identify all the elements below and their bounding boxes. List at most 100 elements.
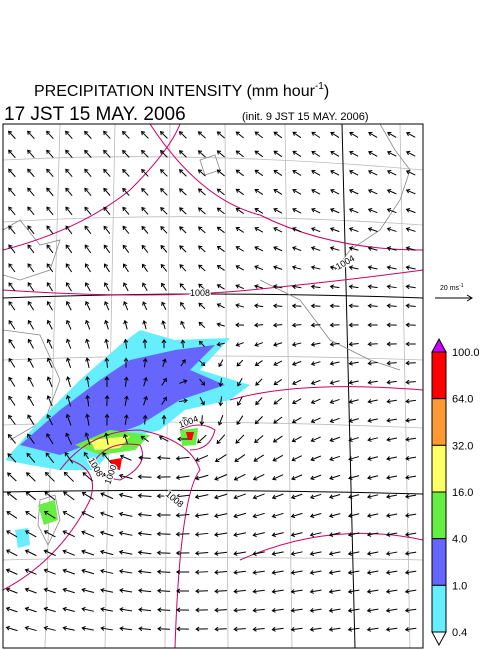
wind-vector	[252, 493, 265, 500]
wind-vector	[252, 570, 265, 575]
wind-vector	[310, 303, 321, 309]
wind-vector	[310, 398, 321, 405]
wind-vector	[27, 319, 35, 330]
wind-vector	[160, 263, 168, 272]
isobar-label: 1000	[102, 463, 118, 485]
wind-vector	[195, 626, 208, 632]
wind-vector	[290, 570, 303, 575]
wind-vector	[255, 378, 263, 386]
wind-vector	[272, 435, 283, 443]
wind-vector	[386, 265, 397, 270]
wind-vector	[65, 206, 73, 216]
graticule	[3, 124, 423, 648]
wind-vector	[367, 360, 378, 366]
wind-vector	[366, 513, 379, 518]
wind-vector	[84, 225, 92, 235]
wind-vector	[62, 587, 75, 594]
wind-vector	[62, 530, 75, 538]
wind-vector	[65, 338, 72, 349]
wind-vector	[348, 284, 359, 290]
wind-vector	[26, 452, 36, 463]
wind-vector	[405, 322, 416, 328]
wind-vector	[141, 225, 149, 234]
wind-vector	[8, 320, 16, 330]
wind-vector	[385, 627, 398, 632]
wind-vector	[141, 187, 149, 196]
wind-vector	[103, 149, 111, 158]
valid-time: 17 JST 15 MAY. 2006	[4, 104, 186, 125]
wind-vector	[199, 397, 205, 406]
wind-vector	[156, 474, 171, 480]
wind-vector	[81, 549, 95, 556]
wind-vector	[142, 357, 148, 368]
wind-vector	[405, 227, 416, 232]
wind-vector	[27, 225, 35, 235]
wind-vector	[366, 627, 379, 632]
wind-vector	[46, 282, 54, 292]
wind-vector	[198, 283, 206, 291]
reference-vector	[435, 294, 473, 302]
wind-vector	[46, 433, 54, 445]
map-frame	[2, 123, 424, 649]
wind-vector	[292, 188, 302, 195]
wind-vector	[159, 131, 168, 139]
wind-vector	[233, 607, 246, 613]
wind-vector	[198, 245, 206, 253]
wind-vector	[142, 282, 148, 292]
isobar-label: 1008	[190, 288, 210, 298]
wind-vector	[309, 589, 322, 594]
wind-vector	[27, 206, 35, 216]
wind-vector	[348, 475, 360, 481]
wind-vector	[27, 187, 35, 197]
wind-vector	[290, 589, 303, 594]
wind-vector	[65, 357, 72, 368]
wind-vector	[118, 492, 133, 498]
wind-vector	[27, 168, 35, 178]
wind-vector	[233, 532, 247, 538]
wind-vector	[122, 263, 129, 273]
wind-vector	[217, 414, 224, 426]
wind-vector	[46, 357, 53, 368]
wind-vector	[252, 473, 265, 481]
wind-vector	[311, 169, 321, 176]
wind-vector	[328, 494, 341, 500]
wind-vector	[310, 341, 321, 347]
wind-vector	[310, 379, 321, 385]
wind-vector	[197, 188, 206, 196]
wind-vector	[310, 322, 321, 328]
wind-vector	[404, 532, 417, 537]
title-close: )	[324, 83, 329, 100]
wind-vector	[386, 437, 398, 442]
wind-vector	[291, 360, 302, 366]
wind-vector	[233, 512, 247, 519]
wind-vector	[141, 149, 149, 158]
wind-vector	[235, 434, 245, 444]
wind-vector	[330, 169, 340, 176]
wind-vector	[175, 455, 190, 461]
wind-vector	[348, 322, 359, 328]
wind-vector	[367, 437, 379, 442]
wind-vector	[405, 341, 416, 347]
wind-vector	[194, 531, 209, 537]
wind-vector	[160, 188, 168, 196]
wind-vector	[404, 589, 417, 594]
wind-vector	[104, 357, 110, 368]
wind-vector	[216, 265, 225, 271]
wind-vector	[122, 225, 130, 234]
wind-vector	[329, 361, 340, 366]
colorbar-segment	[431, 351, 447, 400]
wind-vector	[405, 246, 416, 251]
wind-vector	[180, 320, 186, 329]
wind-vector	[122, 168, 130, 177]
wind-vector	[385, 608, 398, 613]
wind-vector	[138, 607, 152, 613]
wind-vector	[103, 263, 110, 273]
wind-vector	[65, 394, 72, 407]
colorbar-segment	[431, 444, 447, 493]
wind-vector	[27, 244, 35, 254]
wind-vector	[405, 188, 416, 195]
wind-vector	[178, 398, 188, 404]
wind-vector	[100, 568, 114, 574]
wind-vector	[291, 474, 303, 481]
wind-vector	[216, 150, 225, 158]
